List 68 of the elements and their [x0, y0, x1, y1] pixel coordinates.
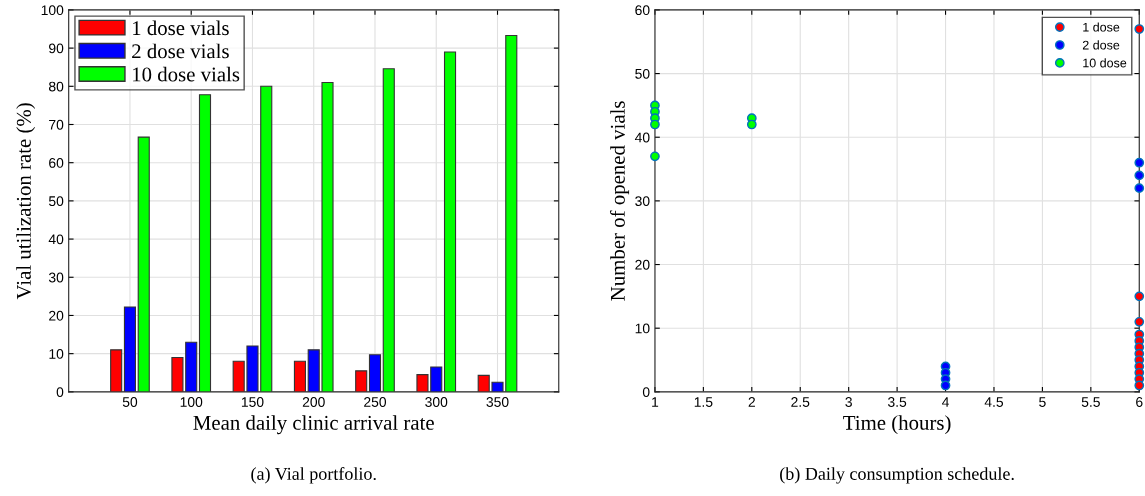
- x-tick-label: 6: [1136, 397, 1143, 407]
- legend-label: 10 dose vials: [133, 66, 240, 82]
- point: [650, 151, 660, 162]
- x-axis-title: Mean daily clinic arrival rate: [193, 415, 434, 435]
- y-axis-title: Number of opened vials: [609, 101, 630, 301]
- x-tick-label: 300: [425, 397, 448, 407]
- x-tick-label: 2.5: [791, 397, 810, 407]
- point: [1134, 380, 1145, 391]
- x-tick-label: 200: [302, 397, 325, 407]
- x-tick-label: 5.5: [1081, 397, 1100, 407]
- bar: [368, 354, 382, 392]
- text: (a) Vial portfolio.: [251, 467, 376, 484]
- point: [1134, 170, 1145, 181]
- y-tick-label: 60: [635, 5, 650, 16]
- y-tick-label: 60: [49, 158, 64, 168]
- x-tick-label: 3: [845, 397, 852, 407]
- y-tick-label: 20: [635, 259, 650, 270]
- legend-label: 1 dose: [1083, 22, 1120, 32]
- bar: [123, 306, 137, 392]
- y-tick-label: 20: [49, 310, 64, 321]
- y-tick-label: 90: [49, 43, 64, 54]
- legend-label: 1 dose vials: [133, 20, 229, 36]
- y-tick-label: 70: [49, 119, 64, 130]
- x-tick-label: 4.5: [984, 397, 1004, 407]
- y-tick-label: 80: [49, 81, 64, 92]
- x-tick-label: 2: [748, 397, 755, 407]
- y-tick-label: 10: [49, 348, 64, 359]
- bar: [110, 349, 123, 392]
- point: [1134, 24, 1145, 34]
- point: [1134, 157, 1145, 168]
- y-tick-label: 10: [635, 323, 650, 334]
- bar: [443, 51, 457, 392]
- x-tick-label: 1: [652, 397, 659, 407]
- y-tick-label: 0: [56, 387, 64, 398]
- x-tick-label: 250: [364, 397, 387, 407]
- bar: [198, 94, 212, 392]
- text: (b) Daily consumption schedule.: [780, 467, 1014, 484]
- bar: [382, 68, 395, 392]
- point: [940, 380, 951, 391]
- x-tick-label: 50: [122, 397, 138, 407]
- y-tick-label: 30: [635, 196, 650, 207]
- y-tick-label: 50: [48, 196, 64, 207]
- y-tick-label: 0: [642, 387, 650, 398]
- y-tick-label: 50: [635, 68, 650, 79]
- legend-label: 2 dose: [1082, 40, 1120, 50]
- x-axis-title: Time (hours): [843, 415, 951, 435]
- point: [1134, 291, 1145, 302]
- bar: [293, 360, 307, 392]
- point: [746, 119, 757, 130]
- y-axis-title: Vial utilization rate (%): [16, 103, 36, 300]
- point: [1134, 316, 1145, 327]
- y-tick-label: 40: [48, 234, 64, 245]
- x-tick-label: 5: [1039, 397, 1046, 407]
- point: [1134, 183, 1145, 194]
- legend-label: 10 dose: [1083, 58, 1127, 68]
- x-tick-label: 3.5: [887, 397, 907, 407]
- x-tick-label: 150: [241, 397, 264, 407]
- legend-label: 2 dose vials: [132, 43, 229, 59]
- y-tick-label: 100: [41, 5, 64, 16]
- x-tick-label: 4: [942, 397, 949, 407]
- y-tick-label: 30: [48, 272, 64, 283]
- point: [650, 119, 660, 130]
- bar: [355, 370, 368, 392]
- x-tick-label: 100: [180, 397, 203, 407]
- bar: [137, 136, 150, 392]
- x-tick-label: 350: [486, 397, 509, 407]
- x-tick-label: 1.5: [694, 397, 713, 407]
- y-tick-label: 40: [634, 132, 650, 143]
